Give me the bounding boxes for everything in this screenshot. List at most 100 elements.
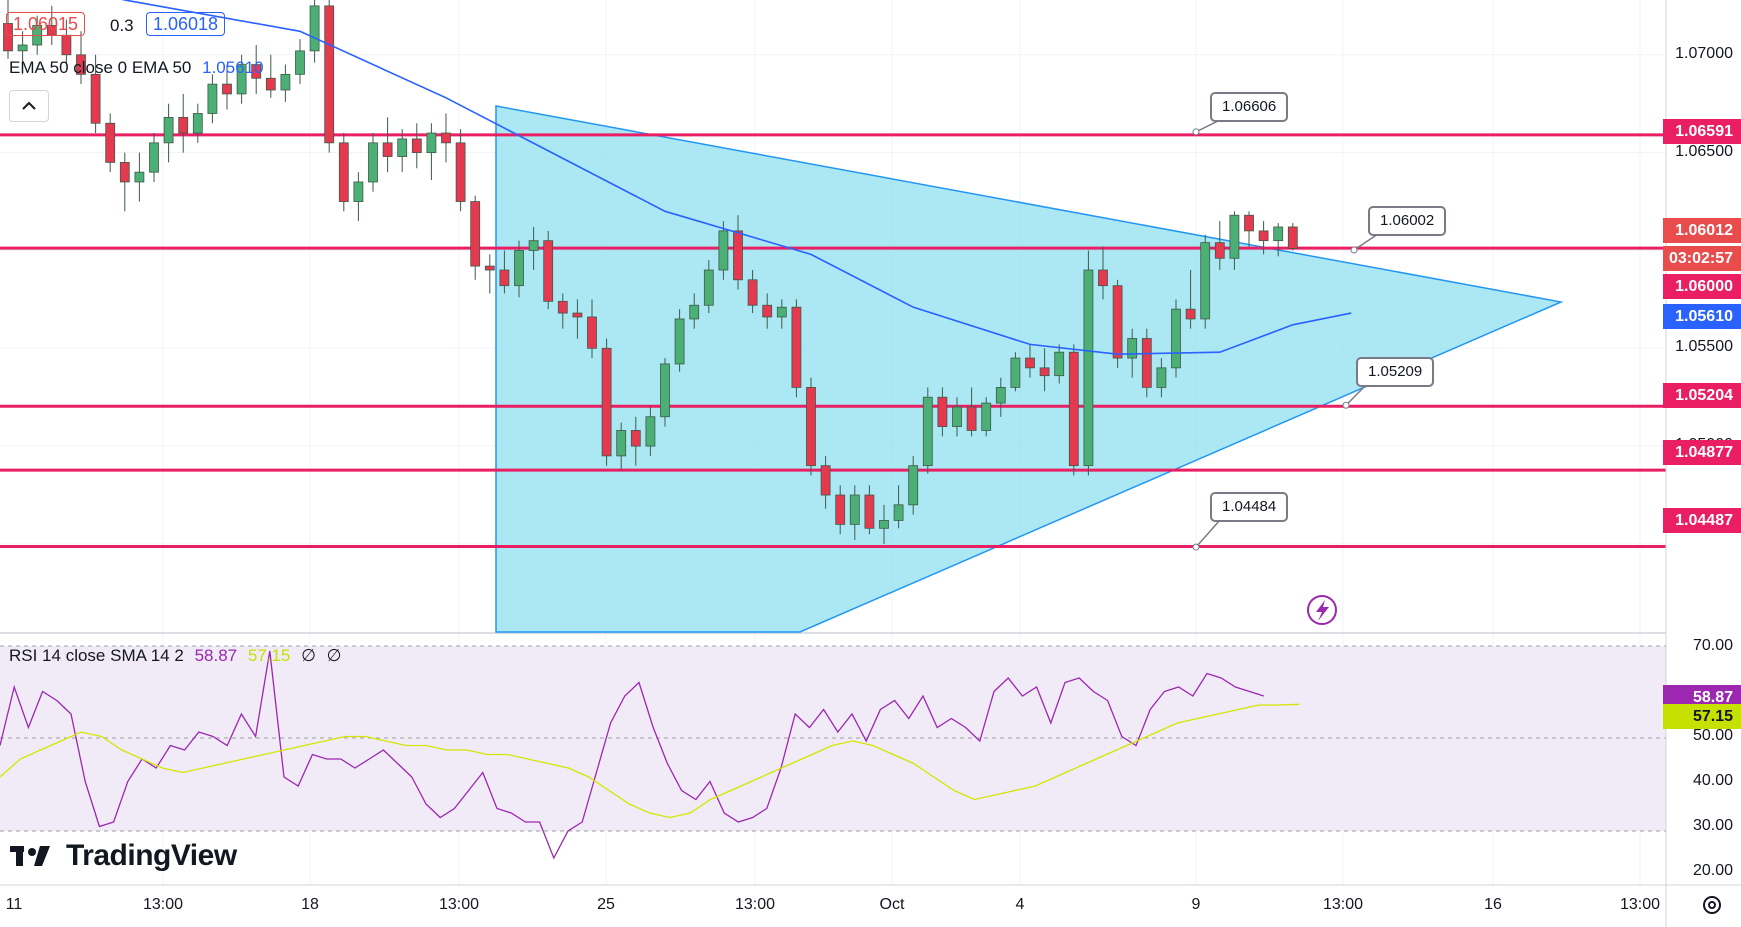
candle[interactable] — [557, 293, 568, 329]
candle[interactable] — [397, 129, 408, 173]
candle[interactable] — [192, 103, 203, 143]
candle[interactable] — [163, 103, 174, 163]
callout-anchor[interactable] — [1342, 401, 1350, 409]
candle[interactable] — [791, 299, 802, 398]
candle[interactable] — [689, 293, 700, 329]
candle[interactable] — [587, 299, 597, 359]
ema-legend[interactable]: EMA 50 close 0 EMA 50 1.05610 — [9, 58, 264, 78]
candle[interactable] — [1068, 344, 1079, 476]
candle[interactable] — [952, 397, 962, 437]
candle[interactable] — [718, 221, 729, 280]
candle[interactable] — [1054, 344, 1065, 384]
candle[interactable] — [382, 117, 393, 173]
candle[interactable] — [922, 387, 933, 474]
candle[interactable] — [966, 387, 977, 437]
candle[interactable] — [630, 416, 641, 466]
candle[interactable] — [645, 406, 656, 456]
candle[interactable] — [1244, 211, 1254, 247]
candle[interactable] — [3, 0, 13, 59]
price-callout[interactable]: 1.06606 — [1210, 92, 1289, 122]
candle[interactable] — [324, 0, 335, 153]
candle[interactable] — [864, 485, 875, 535]
candle[interactable] — [806, 377, 816, 476]
candle[interactable] — [1156, 358, 1167, 398]
candle[interactable] — [222, 64, 232, 110]
candle[interactable] — [368, 133, 378, 192]
candle[interactable] — [178, 93, 189, 153]
candle[interactable] — [309, 0, 320, 63]
gear-icon[interactable] — [1700, 893, 1724, 917]
candle[interactable] — [149, 133, 159, 182]
candle[interactable] — [1010, 352, 1021, 392]
collapse-legend-button[interactable] — [9, 90, 49, 122]
callout-anchor[interactable] — [1350, 246, 1358, 254]
bid-price-box[interactable]: 1.06015 — [6, 12, 86, 36]
candle[interactable] — [105, 113, 116, 173]
candle[interactable] — [1112, 279, 1123, 368]
candle[interactable] — [1171, 299, 1181, 378]
candle[interactable] — [835, 485, 846, 535]
candle[interactable] — [1098, 246, 1108, 300]
candle[interactable] — [1287, 223, 1298, 251]
candle[interactable] — [280, 64, 291, 102]
rsi-legend[interactable]: RSI 14 close SMA 14 2 58.87 57.15 ∅ ∅ — [9, 646, 341, 666]
candle[interactable] — [441, 113, 451, 163]
candle[interactable] — [674, 309, 685, 372]
candle[interactable] — [207, 74, 218, 124]
candle[interactable] — [849, 485, 860, 541]
candle[interactable] — [134, 152, 145, 202]
candle[interactable] — [660, 358, 670, 427]
candle[interactable] — [295, 39, 305, 85]
candle[interactable] — [1025, 344, 1035, 378]
candle[interactable] — [353, 172, 364, 222]
candle[interactable] — [543, 230, 554, 310]
candle[interactable] — [1214, 221, 1225, 271]
price-callout[interactable]: 1.04484 — [1210, 492, 1289, 522]
lightning-icon[interactable] — [1307, 595, 1337, 625]
price-callout[interactable]: 1.06002 — [1368, 206, 1447, 236]
candle[interactable] — [733, 215, 743, 290]
tradingview-logo[interactable]: TradingView — [10, 838, 237, 874]
candle[interactable] — [338, 133, 349, 212]
candle[interactable] — [879, 504, 889, 544]
candle[interactable] — [572, 299, 583, 339]
triangle-pattern[interactable] — [495, 105, 1564, 633]
candle[interactable] — [1141, 328, 1152, 398]
candle[interactable] — [1258, 221, 1269, 255]
candle[interactable] — [411, 123, 422, 169]
candle[interactable] — [528, 226, 539, 271]
candle[interactable] — [747, 270, 758, 314]
candle[interactable] — [1273, 223, 1284, 257]
candle[interactable] — [90, 54, 101, 134]
candle[interactable] — [776, 299, 787, 329]
candle[interactable] — [17, 31, 28, 75]
candle[interactable] — [1039, 348, 1050, 392]
candle[interactable] — [981, 397, 992, 437]
candle[interactable] — [484, 254, 495, 294]
candle[interactable] — [76, 31, 86, 85]
candle[interactable] — [762, 293, 773, 329]
candle[interactable] — [1200, 234, 1211, 329]
candle[interactable] — [601, 338, 612, 466]
candle[interactable] — [251, 45, 262, 94]
candle[interactable] — [1229, 211, 1240, 271]
candle[interactable] — [470, 195, 481, 280]
candle[interactable] — [119, 152, 130, 212]
candle[interactable] — [455, 129, 466, 212]
candle[interactable] — [514, 240, 524, 298]
candle[interactable] — [499, 250, 510, 294]
candle[interactable] — [995, 377, 1006, 417]
candle[interactable] — [893, 485, 904, 529]
candle[interactable] — [820, 455, 831, 509]
candle[interactable] — [616, 422, 627, 470]
candle[interactable] — [937, 387, 948, 437]
callout-anchor[interactable] — [1192, 543, 1200, 551]
candle[interactable] — [1185, 270, 1196, 329]
candle[interactable] — [236, 54, 247, 104]
price-callout[interactable]: 1.05209 — [1356, 357, 1435, 387]
callout-anchor[interactable] — [1192, 128, 1200, 136]
candle[interactable] — [265, 54, 276, 98]
candle[interactable] — [908, 455, 919, 515]
